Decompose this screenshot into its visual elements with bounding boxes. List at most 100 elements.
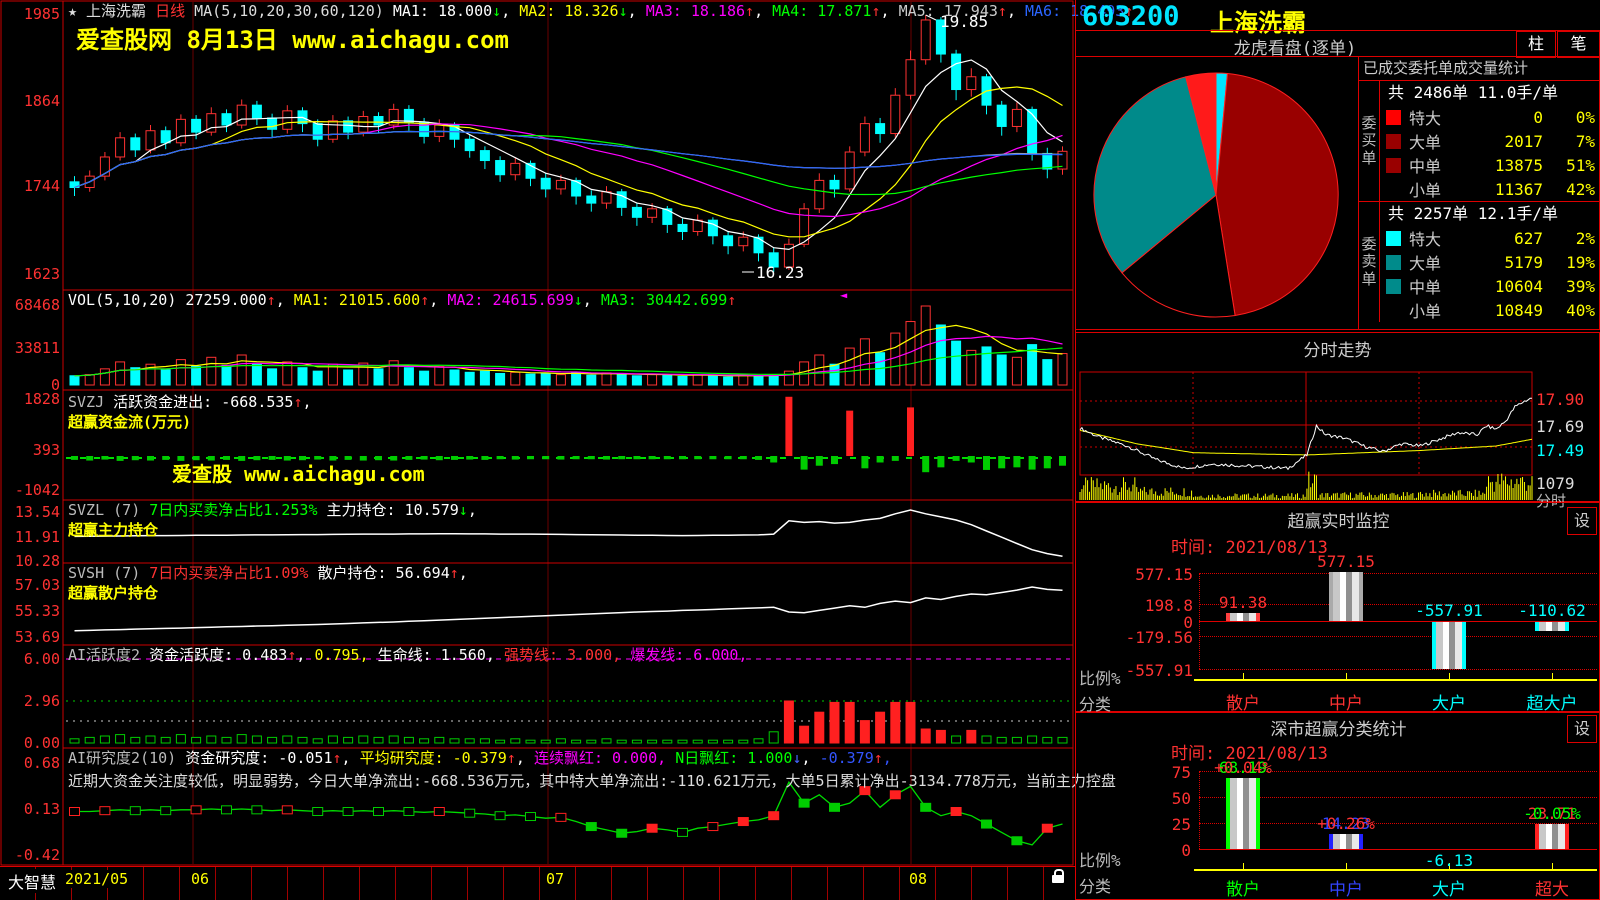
ratio-label: 比例%: [1079, 851, 1121, 870]
bar: [1329, 834, 1363, 849]
app-logo: 大智慧: [4, 869, 61, 893]
bar-value-label: 91.38: [1218, 593, 1268, 613]
intraday-low-label: 17.49: [1536, 441, 1585, 460]
row-count: 0: [1533, 107, 1543, 127]
y-axis-label: 1864: [23, 92, 60, 110]
intraday-axis-label: 分时: [1536, 492, 1567, 510]
text-segment: ↑: [1124, 2, 1134, 20]
row-count: 5179: [1504, 252, 1543, 272]
y-axis-label: 393: [32, 441, 60, 459]
grid-line: [1199, 669, 1597, 670]
axis-tick: [1243, 863, 1244, 869]
y-axis-label: -1042: [14, 481, 60, 499]
row-count: 2017: [1504, 131, 1543, 151]
y-axis-label: 1744: [23, 177, 60, 195]
stock-name: 上海洗霸: [1210, 9, 1306, 37]
text-segment: ,: [1006, 2, 1025, 20]
row-percent: 39%: [1566, 276, 1595, 296]
y-axis-label: 0: [1181, 841, 1191, 860]
row-label: 小单: [1409, 181, 1442, 200]
y-axis-label: 6.00: [23, 650, 60, 668]
row-percent: 7%: [1575, 131, 1595, 151]
lock-icon[interactable]: [1052, 869, 1064, 883]
settings-button[interactable]: 设: [1567, 507, 1597, 535]
pie-slice-neutral: [1121, 194, 1236, 318]
table-summary: 共 2486单 11.0手/单: [1388, 83, 1558, 102]
row-label: 大单: [1409, 254, 1442, 273]
row-label: 特大: [1409, 109, 1442, 128]
text-segment: ,: [801, 749, 820, 767]
y-axis-label: 68468: [14, 296, 60, 314]
row-percent: 42%: [1566, 179, 1595, 199]
category-label: 散户: [1226, 880, 1260, 900]
kline-chart-canvas[interactable]: [0, 0, 1075, 866]
text-segment: MA1: 21015.600: [293, 291, 421, 309]
class-label: 分类: [1079, 877, 1112, 896]
category-label: 超大: [1535, 880, 1569, 900]
y-axis-label: 0: [1183, 613, 1193, 632]
trade-volume-pie-chart[interactable]: [1075, 56, 1359, 330]
y-axis-label: 33811: [14, 339, 60, 357]
row-count: 10849: [1494, 300, 1543, 320]
vol-header: VOL(5,10,20) 27259.000↑, MA1: 21015.600↑…: [68, 292, 736, 309]
y-axis-label: 0.68: [23, 754, 60, 772]
category-label: 散户: [1226, 694, 1260, 714]
y-axis-label: 57.03: [14, 576, 60, 594]
table-side-label: 委 卖 单: [1359, 202, 1380, 322]
ratio-label: 比例%: [1079, 669, 1121, 688]
shenshi-title: 深市超赢分类统计: [1270, 720, 1407, 740]
text-segment: ,: [627, 2, 646, 20]
svzl-header: SVZL (7) 7日内买卖净占比1.253% 主力持仓: 10.579↓,: [68, 502, 477, 519]
realtime-monitor-panel[interactable]: 超赢实时监控 设 时间: 2021/08/13 577.15 198.8 0 -…: [1075, 502, 1600, 714]
text-segment: 活跃资金进出: -668.535: [113, 393, 294, 411]
column-mode-button[interactable]: 柱: [1516, 31, 1556, 58]
x-axis: [1194, 679, 1597, 681]
table-row: 中单 10604 39%: [1380, 274, 1599, 298]
text-segment: 资金活跃度: 0.483: [149, 646, 288, 664]
text-segment: ,: [302, 393, 312, 411]
row-label: 小单: [1409, 302, 1442, 321]
settings-button[interactable]: 设: [1567, 715, 1597, 743]
intraday-volume-label: 1079: [1536, 474, 1575, 493]
text-segment: ,: [754, 2, 773, 20]
text-segment: 爆发线: 6.000,: [630, 646, 748, 664]
axis-tick: [1552, 673, 1553, 679]
axis-line: [1199, 573, 1200, 669]
vol-marker-icon: ◄: [840, 288, 848, 302]
stock-code: 603200: [1082, 1, 1180, 32]
y-axis-label: 11.91: [14, 528, 60, 546]
text-segment: ↓: [573, 291, 583, 309]
category-label: 中户: [1329, 880, 1363, 900]
legend-swatch-icon: [1386, 109, 1401, 125]
grid-line: [1199, 823, 1597, 824]
legend-swatch-icon: [1386, 303, 1401, 318]
bar-value-label: 14.23: [1321, 814, 1371, 834]
grid-line: [1199, 573, 1597, 574]
bar: [1535, 622, 1569, 632]
class-label: 分类: [1079, 695, 1112, 714]
table-side-label: 委 买 单: [1359, 81, 1380, 201]
text-segment: ↑: [420, 291, 430, 309]
high-price-annotation: 19.85: [940, 12, 989, 31]
bar-value-label: 68.19: [1218, 758, 1268, 778]
axis-line: [1199, 771, 1200, 849]
text-segment: ↑: [332, 749, 342, 767]
legend-swatch-icon: [1386, 157, 1401, 173]
text-segment: VOL(5,10,20) 27259.000: [68, 291, 267, 309]
intraday-chart[interactable]: [1075, 332, 1600, 502]
text-segment: ,: [582, 291, 601, 309]
stroke-mode-button[interactable]: 笔: [1557, 31, 1600, 58]
text-segment: 平均研究度: -0.379: [359, 749, 507, 767]
text-segment: ,: [296, 646, 315, 664]
bar-value-label: -557.91: [1415, 601, 1483, 620]
row-count: 10604: [1494, 276, 1543, 296]
row-label: 中单: [1409, 157, 1442, 176]
bar: [1535, 824, 1569, 849]
svzl-subtitle: 超赢主力持仓: [68, 521, 159, 539]
text-segment: ↑: [506, 749, 516, 767]
category-label: 中户: [1329, 694, 1363, 714]
y-axis-label: 2.96: [23, 692, 60, 710]
shenzhen-stats-panel[interactable]: 深市超赢分类统计 设 时间: 2021/08/13 75 50 25 0 比例%…: [1075, 712, 1600, 900]
bar: [1432, 622, 1466, 670]
text-segment: ↑: [727, 291, 737, 309]
